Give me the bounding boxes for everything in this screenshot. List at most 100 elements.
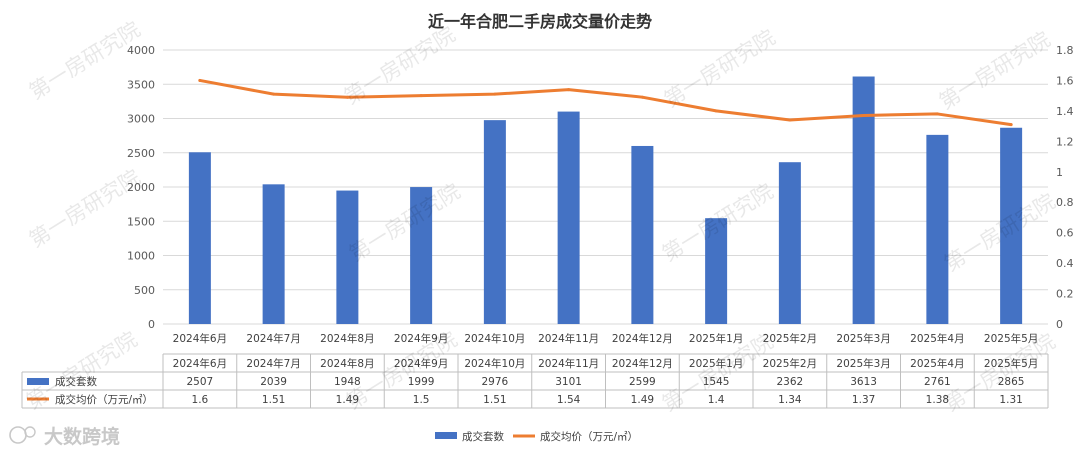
x-axis-label: 2024年12月 [612, 332, 673, 345]
table-header-cell: 2025年5月 [984, 357, 1038, 370]
x-axis-label: 2024年8月 [320, 332, 374, 345]
right-axis-tick-label: 1.6 [1056, 74, 1074, 87]
table-header-cell: 2025年3月 [836, 357, 890, 370]
right-axis-tick-label: 0.2 [1056, 288, 1074, 301]
left-axis-tick-label: 2000 [127, 181, 155, 194]
left-axis-tick-label: 4000 [127, 44, 155, 57]
bar-9 [778, 162, 801, 324]
table-cell: 1.49 [631, 394, 654, 406]
table-cell: 1.31 [999, 394, 1022, 406]
table-cell: 2865 [998, 376, 1025, 388]
right-axis-tick-label: 0.4 [1056, 257, 1074, 270]
legend-label: 成交均价（万元/㎡） [540, 430, 638, 443]
bar-10 [852, 76, 875, 325]
left-axis-tick-label: 500 [134, 284, 155, 297]
table-cell: 3101 [555, 376, 582, 388]
x-axis-label: 2025年5月 [984, 332, 1038, 345]
table-cell: 3613 [850, 376, 877, 388]
legend-key-bar [435, 432, 457, 439]
x-axis-label: 2024年10月 [464, 332, 525, 345]
table-cell: 1.54 [557, 394, 581, 406]
table-cell: 1.51 [483, 394, 506, 406]
table-header-cell: 2024年11月 [538, 357, 599, 370]
table-cell: 2039 [260, 376, 287, 388]
table-cell: 1.51 [262, 394, 285, 406]
price-point-10 [862, 113, 866, 117]
price-point-2 [272, 92, 276, 96]
table-header-cell: 2024年10月 [464, 357, 525, 370]
right-axis-tick-label: 1 [1056, 166, 1063, 179]
bar-5 [483, 120, 506, 324]
table-row-label: 成交均价（万元/㎡） [55, 393, 153, 406]
table-cell: 2507 [187, 376, 214, 388]
table-header-cell: 2024年8月 [320, 357, 374, 370]
bar-7 [631, 145, 654, 324]
table-cell: 1.49 [336, 394, 359, 406]
table-cell: 1999 [408, 376, 435, 388]
bar-2 [262, 184, 285, 324]
left-axis-tick-label: 1000 [127, 250, 155, 263]
price-line [198, 78, 1013, 127]
price-point-4 [419, 94, 423, 98]
x-axis-label: 2025年4月 [910, 332, 964, 345]
table-row-label: 成交套数 [55, 375, 97, 388]
table-header-cell: 2025年4月 [910, 357, 964, 370]
table-cell: 1.6 [192, 394, 209, 406]
table-cell: 1.38 [926, 394, 949, 406]
table-key-bar [27, 378, 49, 385]
x-axis-label: 2024年9月 [394, 332, 448, 345]
table-header-cell: 2024年9月 [394, 357, 448, 370]
left-axis-tick-label: 1500 [127, 215, 155, 228]
left-axis-tick-label: 3500 [127, 78, 155, 91]
table-cell: 2976 [482, 376, 509, 388]
right-axis-tick-label: 1.8 [1056, 44, 1074, 57]
table-cell: 2761 [924, 376, 951, 388]
price-point-9 [788, 118, 792, 122]
table-cell: 1545 [703, 376, 730, 388]
table-cell: 2599 [629, 376, 656, 388]
table-header-cell: 2025年1月 [689, 357, 743, 370]
table-header-cell: 2024年6月 [173, 357, 227, 370]
price-point-3 [345, 95, 349, 99]
left-axis-tick-label: 0 [148, 318, 155, 331]
bar-3 [336, 190, 359, 324]
x-axis-label: 2025年2月 [763, 332, 817, 345]
legend-label: 成交套数 [462, 430, 504, 443]
left-axis-tick-label: 3000 [127, 113, 155, 126]
table-cell: 1.34 [778, 394, 802, 406]
bar-12 [1000, 127, 1023, 324]
price-point-11 [935, 112, 939, 116]
table-cell: 1948 [334, 376, 361, 388]
left-axis-tick-label: 2500 [127, 147, 155, 160]
x-axis-label: 2024年11月 [538, 332, 599, 345]
table-cell: 1.4 [708, 394, 725, 406]
right-axis-tick-label: 0 [1056, 318, 1063, 331]
table-cell: 1.37 [852, 394, 875, 406]
logo: 大数跨境 [9, 425, 120, 448]
x-axis-label: 2025年3月 [836, 332, 890, 345]
bar-6 [557, 111, 580, 324]
logo-text: 大数跨境 [44, 425, 120, 448]
price-point-1 [198, 78, 202, 82]
table-header-cell: 2024年12月 [612, 357, 673, 370]
bar-4 [410, 187, 433, 324]
table-cell: 2362 [777, 376, 804, 388]
price-point-8 [714, 109, 718, 113]
table-cell: 1.5 [413, 394, 430, 406]
x-axis-label: 2024年7月 [246, 332, 300, 345]
bar-11 [926, 134, 949, 324]
right-axis-tick-label: 1.4 [1056, 105, 1074, 118]
price-point-5 [493, 92, 497, 96]
bar-1 [188, 152, 211, 324]
table-header-cell: 2024年7月 [246, 357, 300, 370]
x-axis-label: 2024年6月 [173, 332, 227, 345]
price-point-6 [567, 88, 571, 92]
price-point-7 [640, 95, 644, 99]
right-axis-tick-label: 1.2 [1056, 135, 1074, 148]
chart-title: 近一年合肥二手房成交量价走势 [428, 12, 652, 31]
right-axis-tick-label: 0.8 [1056, 196, 1074, 209]
table-header-cell: 2025年2月 [763, 357, 817, 370]
